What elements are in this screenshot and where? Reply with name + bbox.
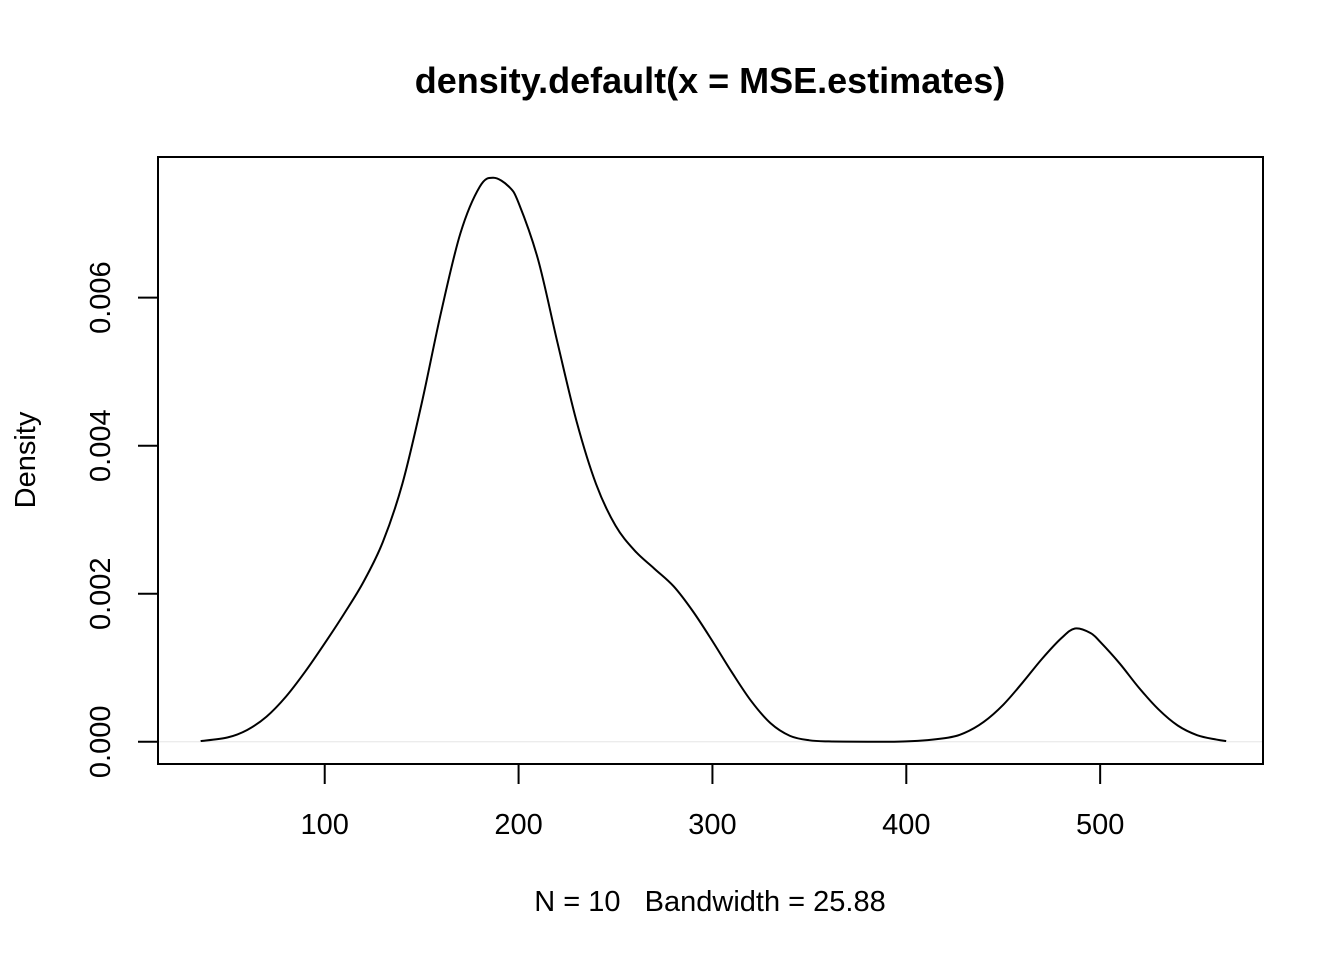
x-tick-label: 500	[1076, 809, 1124, 841]
y-tick-label: 0.000	[85, 706, 117, 779]
x-axis-label: N = 10 Bandwidth = 25.88	[534, 886, 885, 918]
y-tick-label: 0.006	[85, 261, 117, 334]
x-tick-label: 300	[688, 809, 736, 841]
x-tick-label: 400	[882, 809, 930, 841]
x-tick-label: 100	[301, 809, 349, 841]
y-axis-label: Density	[10, 411, 42, 508]
chart-title: density.default(x = MSE.estimates)	[415, 60, 1006, 101]
y-tick-label: 0.002	[85, 557, 117, 630]
plot-frame	[157, 156, 1264, 765]
x-tick-label: 200	[494, 809, 542, 841]
density-curve	[200, 176, 1227, 743]
y-tick-label: 0.004	[85, 409, 117, 482]
y-axis: 0.000 0.002 0.004 0.006	[85, 261, 159, 779]
x-axis: 100 200 300 400 500	[301, 763, 1124, 841]
